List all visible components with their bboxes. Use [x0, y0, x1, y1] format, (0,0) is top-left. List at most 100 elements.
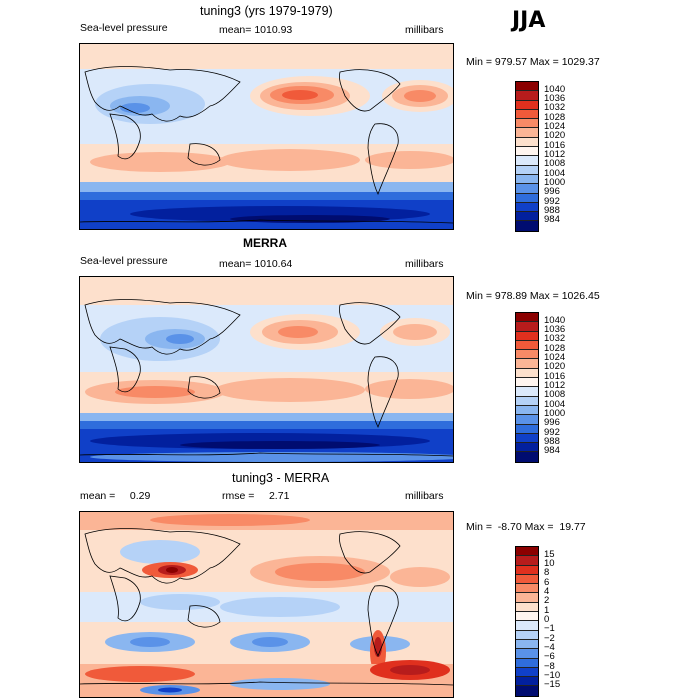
colorbar-bin [516, 547, 538, 557]
panel2-title: MERRA [243, 236, 287, 250]
colorbar-bin [516, 556, 538, 566]
colorbar-bin [516, 396, 538, 406]
colorbar-label: 1020 [544, 130, 566, 141]
panel2-units: millibars [405, 258, 444, 270]
panel1-minmax: Min = 979.57 Max = 1029.37 [466, 56, 600, 68]
colorbar-bin [516, 202, 538, 213]
colorbar-bin [516, 621, 538, 631]
colorbar-bin [516, 119, 538, 129]
colorbar-label: 1024 [544, 121, 566, 132]
colorbar-bin [516, 686, 538, 696]
colorbar-label: 1012 [544, 380, 566, 391]
colorbar-bin [516, 630, 538, 640]
colorbar-label: 992 [544, 196, 560, 207]
colorbar-bin [516, 378, 538, 388]
colorbar-label: −4 [544, 642, 555, 653]
colorbar-label: −2 [544, 633, 555, 644]
colorbar-bin [516, 387, 538, 397]
colorbar-bin [516, 359, 538, 369]
colorbar-bin [516, 574, 538, 585]
colorbar-bin [516, 612, 538, 622]
colorbar-bin [516, 602, 538, 613]
colorbar-bin [516, 331, 538, 341]
colorbar-label: 1000 [544, 408, 566, 419]
colorbar-bin [516, 340, 538, 351]
colorbar-label: 996 [544, 417, 560, 428]
colorbar-bin [516, 109, 538, 120]
colorbar-bin [516, 452, 538, 462]
colorbar-bin [516, 667, 538, 678]
colorbar-label: 1016 [544, 140, 566, 151]
panel3-map [79, 511, 454, 698]
colorbar-bin [516, 212, 538, 222]
colorbar-label: 1020 [544, 361, 566, 372]
colorbar-label: 1040 [544, 315, 566, 326]
panel3-colorbar [515, 546, 539, 697]
colorbar-bin [516, 433, 538, 444]
colorbar-label: 0 [544, 614, 550, 625]
panel2-colorbar [515, 312, 539, 463]
colorbar-bin [516, 100, 538, 110]
panel3-units: millibars [405, 490, 444, 502]
panel1-map [79, 43, 454, 230]
colorbar-bin [516, 639, 538, 650]
colorbar-label: 6 [544, 577, 550, 588]
colorbar-bin [516, 658, 538, 668]
panel1-title: tuning3 (yrs 1979-1979) [200, 4, 333, 18]
colorbar-label: −15 [544, 679, 561, 690]
colorbar-bin [516, 677, 538, 687]
colorbar-bin [516, 584, 538, 594]
panel3-title: tuning3 - MERRA [232, 471, 330, 485]
colorbar-label: 1004 [544, 399, 566, 410]
colorbar-label: 4 [544, 586, 550, 597]
colorbar-label: 15 [544, 549, 555, 560]
colorbar-label: 1008 [544, 158, 566, 169]
colorbar-bin [516, 313, 538, 323]
colorbar-bin [516, 128, 538, 138]
season-label: JJA [512, 8, 546, 33]
colorbar-label: 1012 [544, 149, 566, 160]
colorbar-bin [516, 415, 538, 425]
colorbar-bin [516, 368, 538, 379]
panel1-units: millibars [405, 24, 444, 36]
colorbar-label: 1036 [544, 324, 566, 335]
colorbar-bin [516, 193, 538, 203]
colorbar-label: 1036 [544, 93, 566, 104]
colorbar-label: 2 [544, 595, 550, 606]
colorbar-label: 996 [544, 186, 560, 197]
colorbar-bin [516, 443, 538, 453]
colorbar-label: 1032 [544, 102, 566, 113]
colorbar-bin [516, 147, 538, 157]
colorbar-label: 1 [544, 605, 550, 616]
colorbar-label: 1028 [544, 112, 566, 123]
colorbar-label: 1016 [544, 371, 566, 382]
colorbar-bin [516, 405, 538, 416]
panel2-mean: mean= 1010.64 [219, 258, 293, 270]
colorbar-bin [516, 593, 538, 603]
panel2-left-label: Sea-level pressure [80, 255, 168, 267]
colorbar-label: 8 [544, 567, 550, 578]
colorbar-bin [516, 174, 538, 185]
colorbar-label: 988 [544, 436, 560, 447]
panel2-minmax: Min = 978.89 Max = 1026.45 [466, 290, 600, 302]
colorbar-bin [516, 350, 538, 360]
colorbar-bin [516, 82, 538, 92]
colorbar-label: 984 [544, 214, 560, 225]
colorbar-bin [516, 156, 538, 166]
panel3-minmax: Min = -8.70 Max = 19.77 [466, 521, 586, 533]
panel1-left-label: Sea-level pressure [80, 22, 168, 34]
colorbar-label: 988 [544, 205, 560, 216]
colorbar-label: −6 [544, 651, 555, 662]
colorbar-bin [516, 184, 538, 194]
colorbar-label: 992 [544, 427, 560, 438]
panel3-mean: mean = 0.29 [80, 490, 151, 502]
colorbar-bin [516, 137, 538, 148]
colorbar-label: 1040 [544, 84, 566, 95]
colorbar-label: 1004 [544, 168, 566, 179]
colorbar-bin [516, 424, 538, 434]
colorbar-bin [516, 565, 538, 575]
colorbar-label: 10 [544, 558, 555, 569]
colorbar-label: 1024 [544, 352, 566, 363]
colorbar-label: 1032 [544, 333, 566, 344]
panel1-mean: mean= 1010.93 [219, 24, 293, 36]
